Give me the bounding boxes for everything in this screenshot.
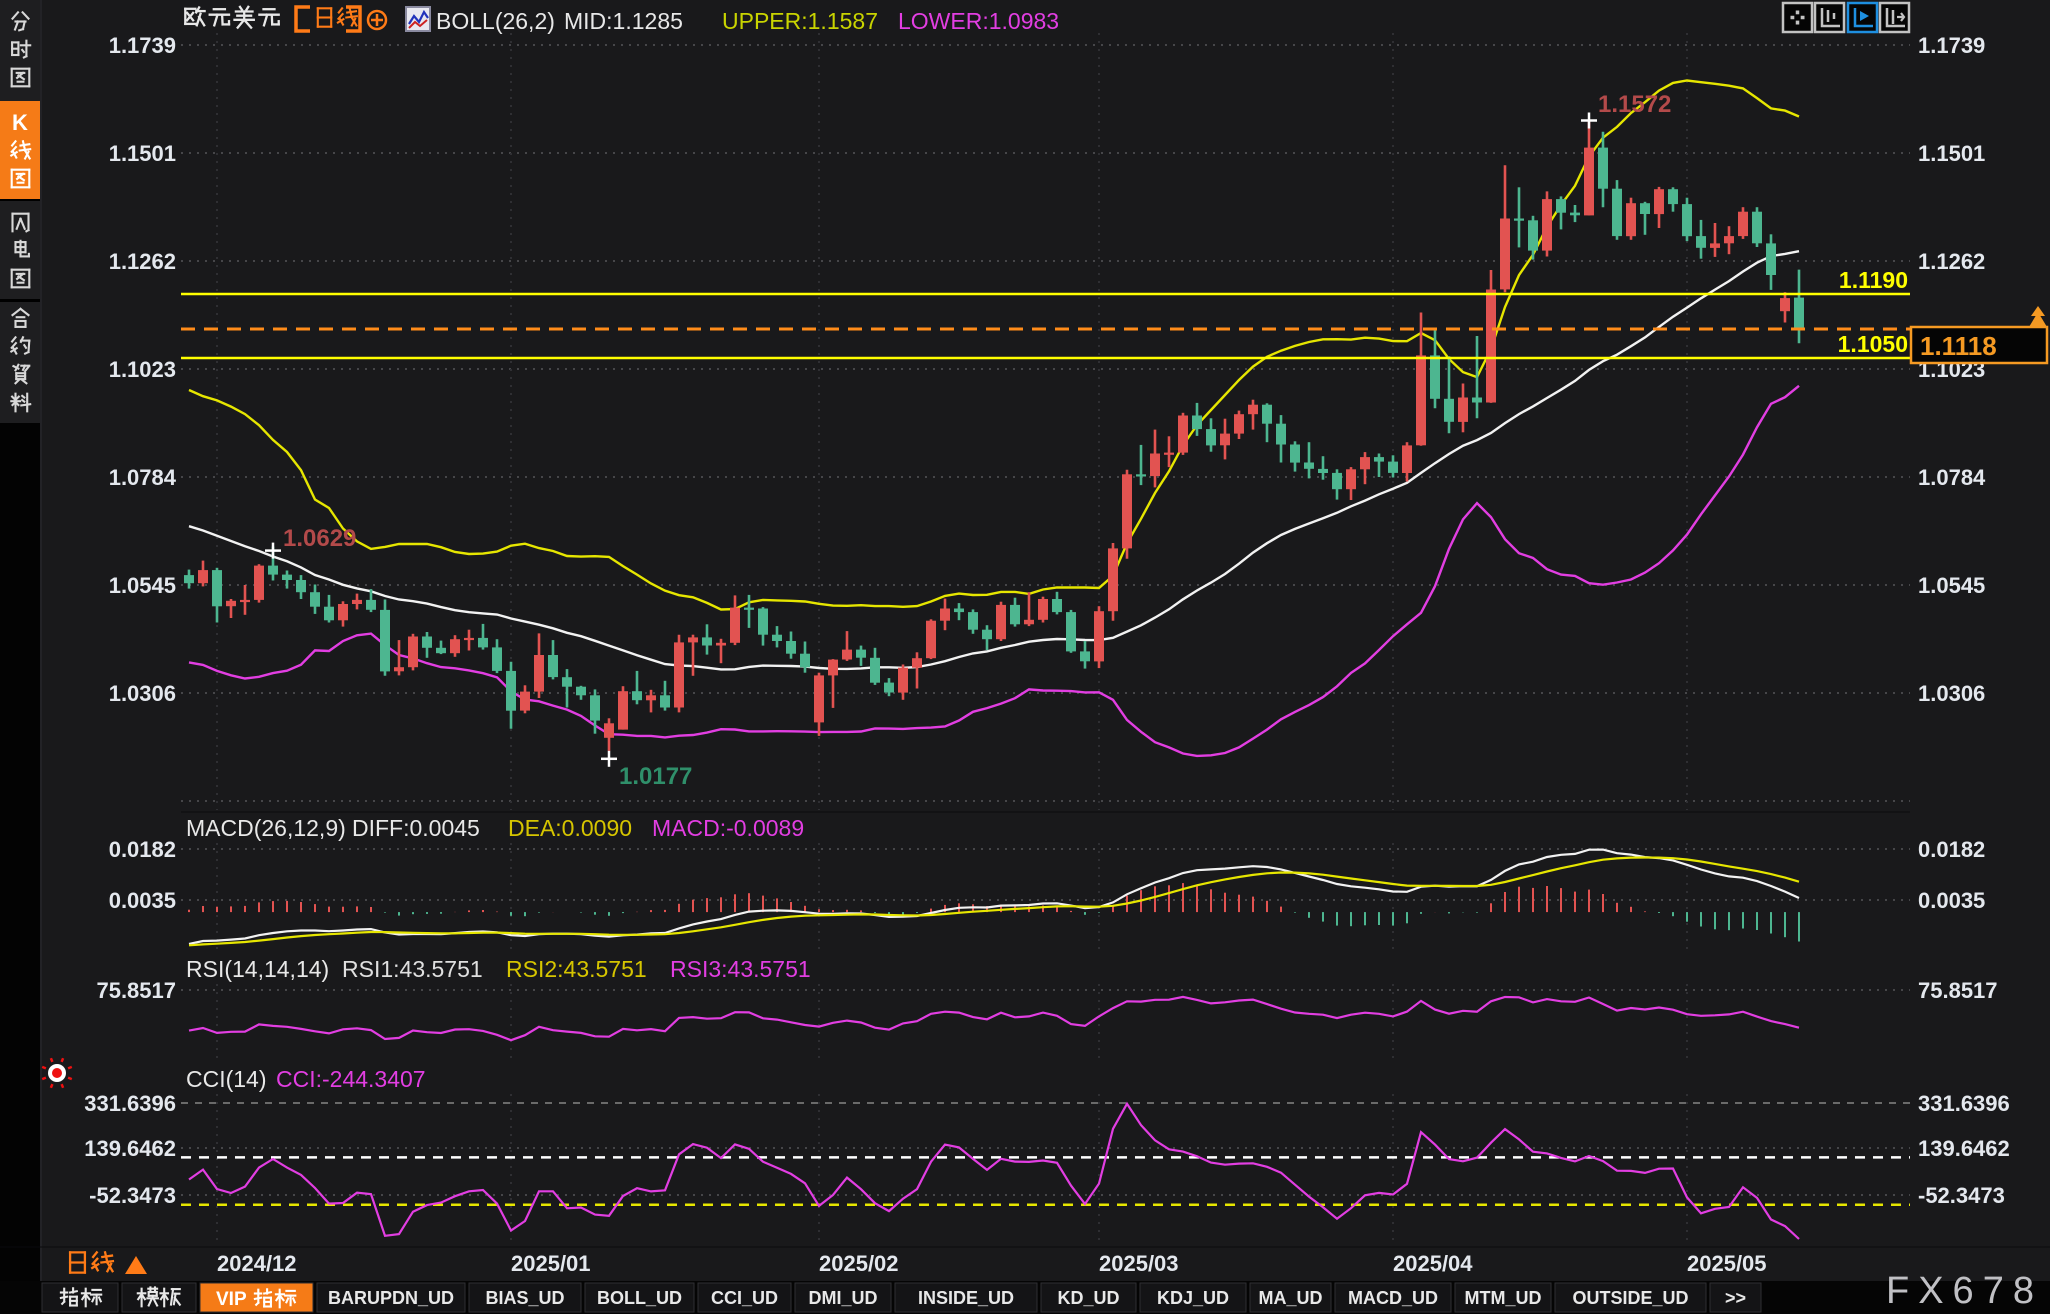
svg-text:1.0629: 1.0629 <box>283 525 356 552</box>
svg-text:1.0306: 1.0306 <box>1918 681 1985 706</box>
svg-text:1.1501: 1.1501 <box>109 141 176 166</box>
svg-text:1.0306: 1.0306 <box>109 681 176 706</box>
svg-text:RSI3:43.5751: RSI3:43.5751 <box>670 956 811 982</box>
svg-text:1.0784: 1.0784 <box>1918 465 1986 490</box>
svg-text:FX678: FX678 <box>1886 1270 2043 1312</box>
svg-text:-52.3473: -52.3473 <box>1918 1183 2005 1208</box>
svg-text:-52.3473: -52.3473 <box>89 1183 176 1208</box>
svg-text:DEA:0.0090: DEA:0.0090 <box>508 815 632 841</box>
svg-text:2025/03: 2025/03 <box>1099 1251 1179 1276</box>
svg-text:RSI(14,14,14): RSI(14,14,14) <box>186 956 329 982</box>
svg-text:MACD:-0.0089: MACD:-0.0089 <box>652 815 804 841</box>
svg-text:1.0545: 1.0545 <box>1918 573 1985 598</box>
svg-text:1.1023: 1.1023 <box>109 357 176 382</box>
svg-text:75.8517: 75.8517 <box>1918 978 1998 1003</box>
svg-text:VIP: VIP <box>216 1289 247 1310</box>
svg-text:RSI1:43.5751: RSI1:43.5751 <box>342 956 483 982</box>
svg-text:KD_UD: KD_UD <box>1057 1288 1119 1308</box>
svg-text:RSI2:43.5751: RSI2:43.5751 <box>506 956 647 982</box>
svg-text:1.1739: 1.1739 <box>109 33 176 58</box>
svg-text:1.1118: 1.1118 <box>1920 331 1997 361</box>
svg-text:LOWER:1.0983: LOWER:1.0983 <box>898 8 1059 34</box>
svg-text:DMI_UD: DMI_UD <box>808 1288 877 1308</box>
svg-text:0.0035: 0.0035 <box>109 888 176 913</box>
svg-text:1.1501: 1.1501 <box>1918 141 1985 166</box>
svg-text:2025/01: 2025/01 <box>511 1251 591 1276</box>
svg-text:1.1739: 1.1739 <box>1918 33 1985 58</box>
svg-text:KDJ_UD: KDJ_UD <box>1157 1288 1229 1308</box>
svg-text:2024/12: 2024/12 <box>217 1251 297 1276</box>
svg-text:BOLL(26,2): BOLL(26,2) <box>436 8 555 34</box>
svg-text:DIFF:0.0045: DIFF:0.0045 <box>352 815 480 841</box>
svg-text:139.6462: 139.6462 <box>1918 1136 2010 1161</box>
svg-text:0.0182: 0.0182 <box>109 837 176 862</box>
svg-text:1.0545: 1.0545 <box>109 573 176 598</box>
svg-text:MID:1.1285: MID:1.1285 <box>564 8 683 34</box>
svg-text:BOLL_UD: BOLL_UD <box>597 1288 682 1308</box>
svg-text:139.6462: 139.6462 <box>84 1136 176 1161</box>
svg-text:CCI_UD: CCI_UD <box>711 1288 778 1308</box>
svg-text:1.1572: 1.1572 <box>1598 91 1671 118</box>
svg-text:MA_UD: MA_UD <box>1258 1288 1322 1308</box>
svg-text:1.1262: 1.1262 <box>1918 249 1985 274</box>
svg-text:MTM_UD: MTM_UD <box>1465 1288 1542 1308</box>
svg-text:1.1050: 1.1050 <box>1838 331 1908 357</box>
svg-text:75.8517: 75.8517 <box>96 978 176 1003</box>
svg-text:BARUPDN_UD: BARUPDN_UD <box>328 1288 454 1308</box>
svg-text:MACD(26,12,9): MACD(26,12,9) <box>186 815 346 841</box>
svg-text:1.1190: 1.1190 <box>1839 267 1908 293</box>
svg-text:331.6396: 331.6396 <box>1918 1091 2010 1116</box>
svg-text:OUTSIDE_UD: OUTSIDE_UD <box>1572 1288 1688 1308</box>
svg-text:MACD_UD: MACD_UD <box>1348 1288 1438 1308</box>
svg-text:K: K <box>12 110 28 135</box>
svg-text:1.0177: 1.0177 <box>619 763 692 790</box>
svg-text:0.0182: 0.0182 <box>1918 837 1985 862</box>
svg-text:331.6396: 331.6396 <box>84 1091 176 1116</box>
svg-text:BIAS_UD: BIAS_UD <box>485 1288 564 1308</box>
svg-text:UPPER:1.1587: UPPER:1.1587 <box>722 8 878 34</box>
svg-text:2025/02: 2025/02 <box>819 1251 899 1276</box>
svg-text:>>: >> <box>1725 1288 1746 1308</box>
svg-text:2025/05: 2025/05 <box>1687 1251 1767 1276</box>
svg-text:0.0035: 0.0035 <box>1918 888 1985 913</box>
svg-text:2025/04: 2025/04 <box>1393 1251 1473 1276</box>
svg-text:INSIDE_UD: INSIDE_UD <box>918 1288 1014 1308</box>
svg-text:CCI:-244.3407: CCI:-244.3407 <box>276 1066 426 1092</box>
svg-text:CCI(14): CCI(14) <box>186 1066 267 1092</box>
svg-text:1.1262: 1.1262 <box>109 249 176 274</box>
svg-text:1.0784: 1.0784 <box>109 465 177 490</box>
